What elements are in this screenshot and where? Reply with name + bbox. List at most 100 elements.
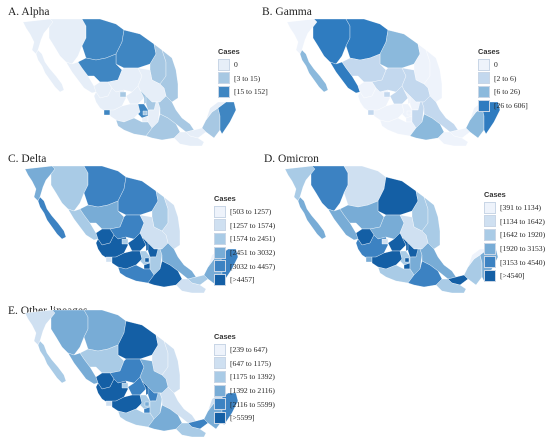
legend-omicron: Cases [391 to 1134) [1134 to 1642) [1642 to… [484,190,545,283]
legend-label: [3153 to 4540) [500,257,546,267]
state-chiapas [173,131,205,147]
state-veracruz [157,95,195,133]
state-baja-california [24,165,56,202]
state-colima [105,400,113,407]
legend-swatch [214,343,226,356]
state-cdmx [404,257,410,263]
state-baja-california [284,165,316,202]
state-veracruz [419,242,457,280]
state-baja-california-sur [35,49,65,93]
legend-item: 0 [478,58,528,72]
legend-swatch [478,85,490,98]
state-aguascalientes [121,382,129,389]
legend-label: [1920 to 3153) [500,244,546,254]
state-sonora [48,18,87,65]
legend-title: Cases [214,332,236,341]
legend-label: [>5599] [230,413,255,423]
state-sonora [310,165,349,212]
legend-other-lineages: Cases [239 to 647) [647 to 1175) [1175 to 1… [214,332,275,425]
legend-item: [1175 to 1392) [214,370,275,384]
legend-swatch [214,398,226,411]
legend-item: [2116 to 5599) [214,397,275,411]
legend-label: [3 to 15) [234,73,261,83]
legend-label: [26 to 606] [494,101,528,111]
legend-label: [503 to 1257) [230,207,272,217]
legend-item: [1257 to 1574) [214,219,275,233]
legend-label: [1134 to 1642) [500,216,545,226]
legend-label: [1574 to 2451) [230,234,276,244]
legend-swatch [484,201,496,214]
mexico-map-gamma [286,18,501,147]
state-cdmx [406,110,412,116]
state-aguascalientes [381,238,389,245]
legend-title: Cases [214,194,236,203]
legend-swatch [214,411,226,424]
legend-label: [15 to 152] [234,87,268,97]
state-cdmx [144,257,150,263]
state-baja-california-sur [297,196,327,240]
legend-item: 0 [218,58,268,72]
state-baja-california [24,309,56,346]
mexico-map-other-lineages [24,309,239,437]
legend-item: [>4457] [214,273,275,287]
mexico-map-omicron [284,165,499,294]
legend-item: [503 to 1257) [214,205,275,219]
state-chiapas [435,278,467,294]
legend-item: [1574 to 2451) [214,232,275,246]
legend-swatch [478,99,490,112]
legend-swatch [214,384,226,397]
state-aguascalientes [119,91,127,98]
legend-item: [3 to 15) [218,72,268,86]
legend-swatch [218,85,230,98]
legend-delta: Cases [503 to 1257) [1257 to 1574) [1574 to… [214,194,275,287]
legend-item: [2 to 6) [478,72,528,86]
legend-label: 0 [494,60,498,70]
state-veracruz [159,242,197,280]
legend-swatch [484,215,496,228]
state-colima [367,109,375,116]
legend-label: [2451 to 3032) [230,248,276,258]
legend-swatch [484,228,496,241]
legend-swatch [218,72,230,85]
legend-swatch [214,260,226,273]
legend-label: [391 to 1134) [500,203,542,213]
legend-gamma: Cases 0 [2 to 6) [6 to 26) [26 to 606] [478,47,528,112]
legend-label: [>4457] [230,275,255,285]
legend-item: [647 to 1175) [214,357,275,371]
legend-item: [26 to 606] [478,99,528,113]
state-baja-california-sur [37,340,67,384]
legend-label: [1392 to 2116) [230,386,275,396]
state-aguascalientes [383,91,391,98]
panel-title: B. Gamma [262,6,312,18]
legend-swatch [484,242,496,255]
state-colima [105,256,113,263]
legend-item: [391 to 1134) [484,201,545,215]
legend-swatch [214,219,226,232]
state-baja-california [286,18,318,55]
state-jalisco [95,234,129,260]
legend-label: [2116 to 5599) [230,399,275,409]
legend-label: [6 to 26) [494,87,521,97]
legend-swatch [214,232,226,245]
legend-swatch [478,58,490,71]
legend-label: [3032 to 4457) [230,261,276,271]
legend-label: [1642 to 1920) [500,230,546,240]
state-chiapas [175,278,207,294]
legend-item: [1642 to 1920) [484,228,545,242]
legend-alpha: Cases 0 [3 to 15) [15 to 152] [218,47,268,99]
legend-item: [1920 to 3153) [484,242,545,256]
legend-item: [239 to 647) [214,343,275,357]
legend-item: [1392 to 2116) [214,384,275,398]
state-colima [365,256,373,263]
state-quintana-roo [217,101,237,135]
state-veracruz [159,386,197,424]
legend-swatch [214,246,226,259]
state-sonora [50,309,89,356]
state-sonora [312,18,351,65]
state-cdmx [142,110,148,116]
state-baja-california-sur [299,49,329,93]
state-baja-california-sur [37,196,67,240]
state-sonora [50,165,89,212]
legend-label: [647 to 1175) [230,358,272,368]
legend-swatch [214,370,226,383]
